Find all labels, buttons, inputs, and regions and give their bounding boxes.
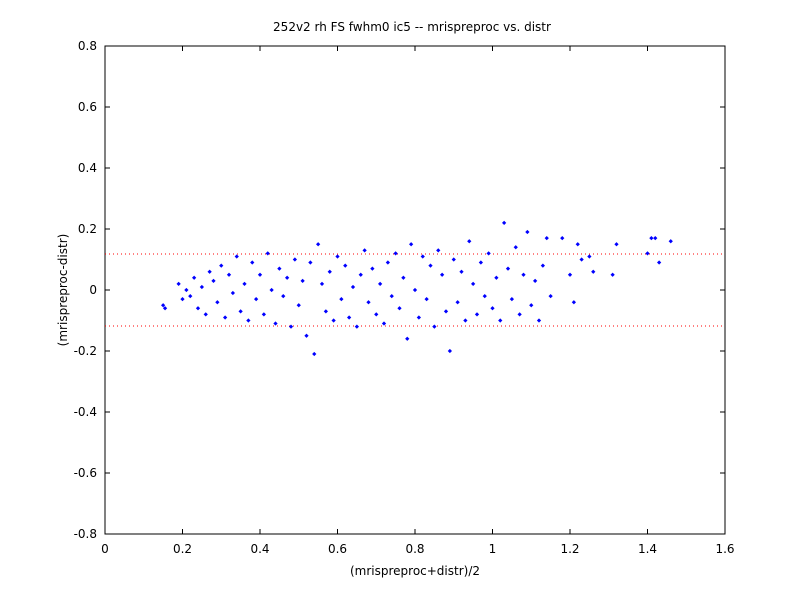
- x-tick-label: 0.6: [328, 542, 347, 556]
- y-tick-label: 0.6: [78, 100, 97, 114]
- x-tick-label: 0.8: [405, 542, 424, 556]
- x-axis-label: (mrispreproc+distr)/2: [350, 564, 480, 578]
- x-tick-label: 1.6: [715, 542, 734, 556]
- y-tick-label: 0.8: [78, 39, 97, 53]
- y-tick-label: -0.4: [74, 405, 97, 419]
- x-tick-label: 1.2: [560, 542, 579, 556]
- y-tick-label: -0.8: [74, 527, 97, 541]
- y-tick-label: -0.2: [74, 344, 97, 358]
- y-tick-label: -0.6: [74, 466, 97, 480]
- x-tick-label: 0.4: [250, 542, 269, 556]
- chart-title: 252v2 rh FS fwhm0 ic5 -- mrispreproc vs.…: [273, 20, 551, 34]
- y-tick-label: 0.2: [78, 222, 97, 236]
- x-tick-label: 0: [101, 542, 109, 556]
- x-tick-label: 1.4: [638, 542, 657, 556]
- y-axis-label: (mrispreproc-distr): [56, 234, 70, 347]
- y-tick-label: 0.4: [78, 161, 97, 175]
- x-tick-label: 1: [489, 542, 497, 556]
- x-tick-label: 0.2: [173, 542, 192, 556]
- y-tick-label: 0: [89, 283, 97, 297]
